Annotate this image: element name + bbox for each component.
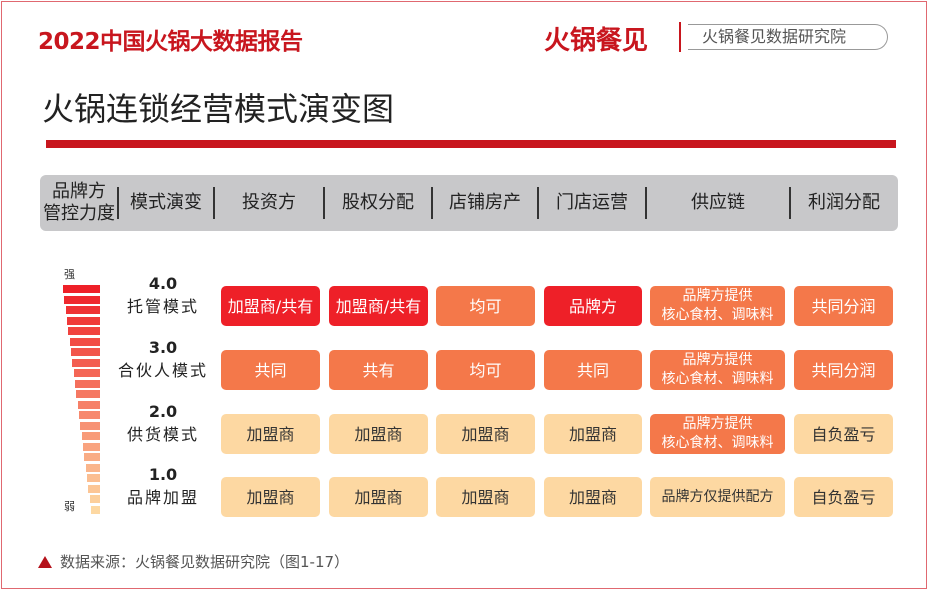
grid-cell: 加盟商 bbox=[329, 477, 428, 517]
gradient-bar bbox=[81, 432, 100, 440]
grid-cell: 共同 bbox=[544, 350, 642, 390]
column-header: 供应链 bbox=[691, 192, 745, 213]
grid-cell: 加盟商 bbox=[329, 414, 428, 454]
gradient-bar bbox=[87, 474, 100, 482]
gradient-bar bbox=[65, 306, 100, 314]
gradient-bar bbox=[84, 453, 100, 461]
grid-cell: 品牌方提供 核心食材、调味料 bbox=[650, 286, 785, 326]
level-value: 2.0 bbox=[148, 402, 178, 421]
column-divider bbox=[645, 187, 647, 219]
mode-name: 品牌加盟 bbox=[126, 488, 199, 507]
brand-logo: 火锅餐见 bbox=[544, 26, 649, 56]
grid-cell: 加盟商 bbox=[544, 477, 642, 517]
column-divider bbox=[431, 187, 433, 219]
column-header: 股权分配 bbox=[342, 192, 414, 213]
gradient-bar bbox=[89, 495, 100, 503]
table-header: 品牌方 管控力度 模式演变 投资方 股权分配 店铺房产 门店运营 供应链 利润分配 bbox=[40, 175, 898, 231]
grid-cell: 加盟商 bbox=[436, 477, 535, 517]
gradient-bar bbox=[68, 327, 100, 335]
institute-label: 火锅餐见数据研究院 bbox=[688, 24, 888, 50]
title-underline bbox=[46, 140, 896, 148]
level-value: 4.0 bbox=[148, 274, 178, 293]
column-header: 店铺房产 bbox=[449, 192, 521, 213]
mode-name: 合伙人模式 bbox=[117, 361, 208, 380]
report-title: 2022中国火锅大数据报告 bbox=[38, 29, 303, 55]
page-title: 火锅连锁经营模式演变图 bbox=[42, 90, 395, 128]
grid-cell: 加盟商 bbox=[436, 414, 535, 454]
gradient-bar bbox=[67, 316, 100, 325]
grid-cell: 均可 bbox=[436, 350, 535, 390]
grid-cell: 品牌方 bbox=[544, 286, 642, 326]
gradient-bar bbox=[71, 348, 100, 356]
grid-cell: 品牌方提供 核心食材、调味料 bbox=[650, 350, 785, 390]
column-header: 利润分配 bbox=[808, 192, 880, 213]
column-divider bbox=[213, 187, 215, 219]
grid-cell: 品牌方提供 核心食材、调味料 bbox=[650, 414, 785, 454]
level-value: 3.0 bbox=[148, 338, 178, 357]
grid-cell: 自负盈亏 bbox=[794, 414, 893, 454]
column-divider bbox=[323, 187, 325, 219]
gradient-bar bbox=[91, 505, 100, 514]
grid-cell: 均可 bbox=[436, 286, 535, 326]
gradient-bar bbox=[63, 285, 100, 293]
level-value: 1.0 bbox=[148, 465, 178, 484]
grid-cell: 自负盈亏 bbox=[794, 477, 893, 517]
gradient-bar bbox=[83, 442, 100, 451]
grid-cell: 加盟商 bbox=[544, 414, 642, 454]
divider bbox=[679, 22, 681, 52]
gradient-bar bbox=[88, 484, 100, 493]
grid-cell: 共同 bbox=[221, 350, 320, 390]
mode-name: 供货模式 bbox=[126, 425, 199, 444]
mode-label: 4.0 托管模式 bbox=[113, 274, 213, 317]
grid-cell: 加盟商 bbox=[221, 414, 320, 454]
triangle-icon bbox=[38, 556, 52, 568]
gradient-bar bbox=[77, 400, 100, 409]
grid-cell: 共同分润 bbox=[794, 286, 893, 326]
grid-cell: 加盟商/共有 bbox=[221, 286, 320, 326]
gradient-bar bbox=[64, 295, 100, 304]
mode-label: 2.0 供货模式 bbox=[113, 402, 213, 445]
mode-name: 托管模式 bbox=[126, 297, 199, 316]
column-divider bbox=[117, 187, 119, 219]
strong-label: 强 bbox=[64, 268, 75, 281]
weak-label: 弱 bbox=[64, 500, 75, 513]
column-divider bbox=[789, 187, 791, 219]
grid-cell: 加盟商 bbox=[221, 477, 320, 517]
gradient-bar bbox=[80, 421, 100, 430]
grid-cell: 共有 bbox=[329, 350, 428, 390]
gradient-bar bbox=[79, 411, 100, 419]
gradient-bar bbox=[76, 390, 100, 398]
gradient-bar bbox=[69, 337, 100, 346]
gradient-bar bbox=[73, 369, 100, 377]
column-divider bbox=[537, 187, 539, 219]
source-note: 数据来源：火锅餐见数据研究院（图1-17） bbox=[38, 551, 349, 572]
gradient-bar bbox=[75, 379, 100, 388]
grid-cell: 加盟商/共有 bbox=[329, 286, 428, 326]
gradient-bar bbox=[85, 463, 100, 472]
mode-label: 3.0 合伙人模式 bbox=[113, 338, 213, 381]
column-header: 投资方 bbox=[242, 192, 296, 213]
column-header: 品牌方 管控力度 bbox=[43, 181, 115, 224]
mode-label: 1.0 品牌加盟 bbox=[113, 465, 213, 508]
column-header: 模式演变 bbox=[130, 192, 202, 213]
grid-cell: 共同分润 bbox=[794, 350, 893, 390]
grid-cell: 品牌方仅提供配方 bbox=[650, 477, 785, 517]
source-text: 数据来源：火锅餐见数据研究院（图1-17） bbox=[60, 553, 350, 571]
column-header: 门店运营 bbox=[556, 192, 628, 213]
gradient-bar bbox=[72, 358, 100, 367]
